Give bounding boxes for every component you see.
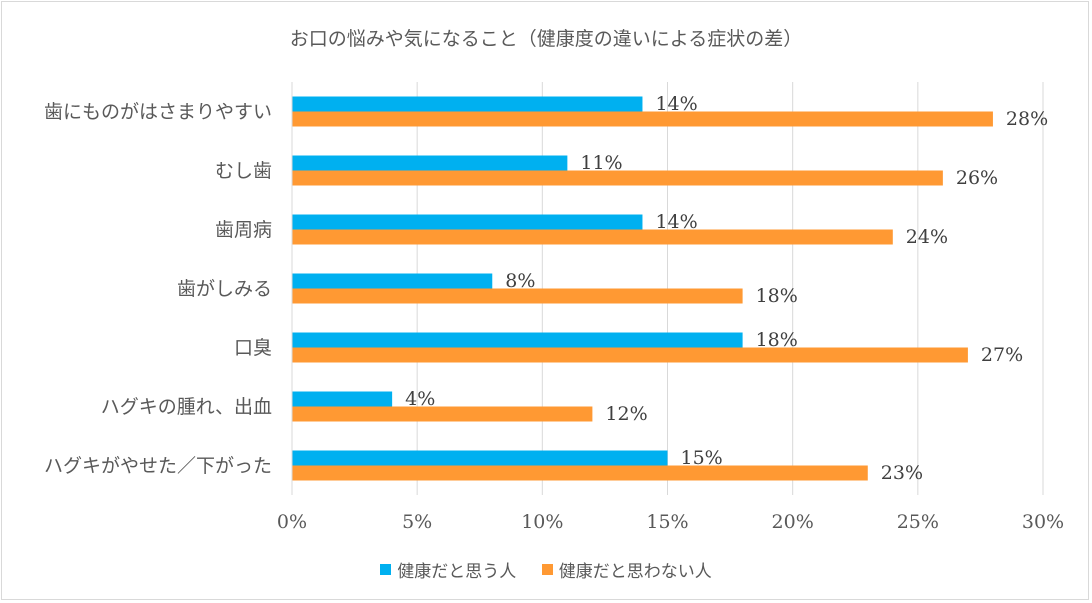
bar-series-2 — [292, 347, 968, 363]
category-label: 歯にものがはさまりやすい — [43, 100, 272, 123]
legend-label-series-1: 健康だと思う人 — [397, 562, 517, 582]
bar-series-1 — [292, 214, 643, 230]
bar-series-2 — [292, 288, 743, 304]
bar-series-1 — [292, 155, 568, 171]
bar-series-2 — [292, 111, 993, 127]
category-label: 歯周病 — [214, 218, 272, 241]
category-label: 口臭 — [233, 336, 272, 359]
bar-value-label: 15% — [681, 447, 723, 469]
bar-value-label: 26% — [956, 167, 998, 189]
bar-value-label: 18% — [756, 329, 798, 351]
bar-series-1 — [292, 332, 743, 348]
legend-item-series-1: 健康だと思う人 — [380, 557, 516, 582]
bar-value-label: 18% — [756, 285, 798, 307]
category-label: むし歯 — [214, 159, 272, 182]
bar-value-label: 4% — [405, 388, 435, 410]
bar-value-label: 28% — [1006, 108, 1048, 130]
bar-series-1 — [292, 96, 643, 112]
x-tick-label: 30% — [1021, 511, 1065, 533]
category-label: 歯がしみる — [176, 277, 272, 300]
x-tick-label: 15% — [646, 511, 689, 533]
bar-series-2 — [292, 170, 943, 186]
category-label: ハグキがやせた／下がった — [43, 454, 272, 477]
legend-label-series-2: 健康だと思わない人 — [558, 562, 712, 582]
bar-value-label: 23% — [881, 462, 923, 484]
legend-swatch-blue — [380, 564, 392, 575]
legend-swatch-orange — [541, 564, 553, 575]
chart-title: お口の悩みや気になること（健康度の違いによる症状の差） — [289, 28, 803, 50]
x-tick-label: 25% — [896, 511, 939, 533]
bar-value-label: 24% — [906, 226, 948, 248]
category-label: ハグキの腫れ、出血 — [100, 395, 272, 418]
bar-value-label: 14% — [655, 93, 697, 115]
bar-value-label: 27% — [981, 344, 1023, 366]
bar-series-2 — [292, 406, 593, 422]
legend-item-series-2: 健康だと思わない人 — [541, 557, 712, 582]
bar-value-label: 12% — [605, 403, 647, 425]
bar-series-1 — [292, 391, 393, 407]
x-tick-label: 20% — [771, 511, 814, 533]
x-tick-label: 10% — [521, 511, 564, 533]
bar-series-2 — [292, 229, 893, 245]
bar-series-1 — [292, 450, 668, 466]
bar-value-label: 14% — [655, 211, 697, 233]
bar-series-1 — [292, 273, 493, 289]
x-tick-label: 5% — [402, 511, 433, 533]
bar-series-2 — [292, 465, 868, 481]
legend: 健康だと思う人 健康だと思わない人 — [0, 557, 1092, 582]
bar-value-label: 11% — [580, 152, 622, 174]
bar-value-label: 8% — [505, 270, 535, 292]
x-tick-label: 0% — [276, 511, 308, 533]
